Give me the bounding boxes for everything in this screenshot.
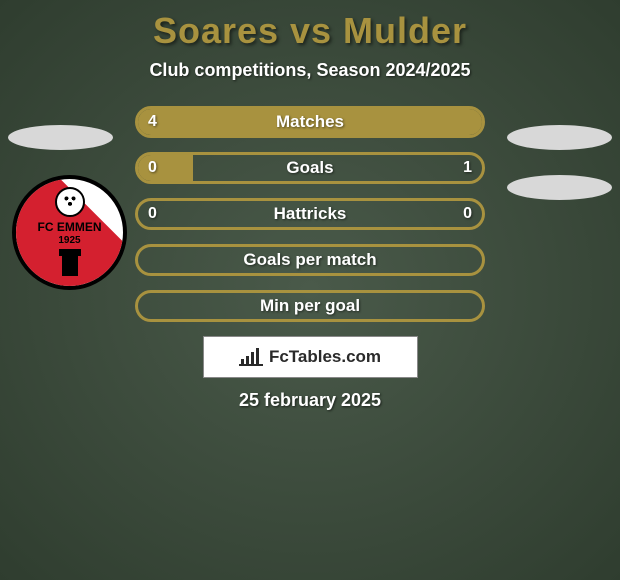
chart-icon <box>239 348 263 366</box>
player-right-placeholder-2 <box>507 175 612 200</box>
stat-bar: Goals per match <box>135 244 485 276</box>
bar-value-left: 4 <box>148 109 157 135</box>
logo-year: 1925 <box>58 235 80 246</box>
tower-icon <box>62 254 78 276</box>
stat-bar: Matches4 <box>135 106 485 138</box>
bar-value-right: 1 <box>463 155 472 181</box>
player-right-placeholder-1 <box>507 125 612 150</box>
subtitle: Club competitions, Season 2024/2025 <box>0 60 620 81</box>
bar-label: Min per goal <box>138 293 482 319</box>
bar-value-left: 0 <box>148 155 157 181</box>
ball-icon <box>55 187 85 217</box>
bar-label: Hattricks <box>138 201 482 227</box>
brand-text: FcTables.com <box>269 347 381 367</box>
stat-bar: Min per goal <box>135 290 485 322</box>
brand-link[interactable]: FcTables.com <box>203 336 418 378</box>
date-label: 25 february 2025 <box>0 390 620 411</box>
page-title: Soares vs Mulder <box>0 10 620 52</box>
bar-value-left: 0 <box>148 201 157 227</box>
bar-label: Matches <box>138 109 482 135</box>
player-left-placeholder <box>8 125 113 150</box>
bar-value-right: 0 <box>463 201 472 227</box>
bar-label: Goals per match <box>138 247 482 273</box>
stats-bars: Matches4Goals01Hattricks00Goals per matc… <box>135 106 485 322</box>
logo-text: FC EMMEN <box>38 221 102 233</box>
stat-bar: Hattricks0 0 <box>135 198 485 230</box>
bar-label: Goals <box>138 155 482 181</box>
club-logo: FC EMMEN 1925 <box>12 175 127 290</box>
stat-bar: Goals0 1 <box>135 152 485 184</box>
